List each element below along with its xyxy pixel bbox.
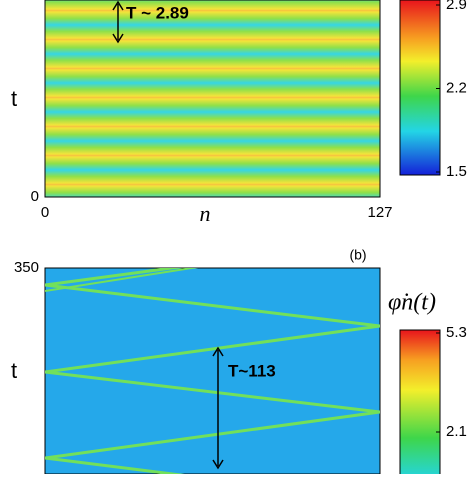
front-line	[45, 268, 199, 292]
colorbar-tick-label: 2.9	[446, 0, 467, 13]
y-label: t	[11, 86, 17, 111]
y-tick-label: 350	[14, 259, 39, 276]
x-label: n	[200, 201, 211, 226]
colorbar-a	[399, 0, 441, 176]
arrow-heads	[112, 0, 124, 44]
annotation: T~113	[228, 361, 276, 380]
zigzag	[45, 268, 380, 474]
y-tick-label: 0	[31, 188, 39, 205]
annotation: T ~ 2.89	[126, 3, 189, 22]
y-label: t	[11, 358, 17, 383]
x-tick-label: 127	[367, 204, 392, 221]
colorbar-b	[399, 329, 441, 479]
colorbar-title: φ̇n(t)	[388, 290, 436, 316]
colorbar-tick-label: 2.2	[446, 79, 467, 96]
panel-label: (b)	[349, 247, 366, 263]
colorbar-tick-label: 5.3	[446, 324, 467, 341]
arrow-heads	[212, 346, 224, 470]
colorbar-tick-label: 1.5	[446, 163, 467, 180]
x-tick-label: 0	[41, 204, 49, 221]
heatmap-a	[44, 0, 381, 198]
heatmap-b	[44, 267, 381, 475]
colorbar-tick-label: 2.1	[446, 423, 467, 440]
